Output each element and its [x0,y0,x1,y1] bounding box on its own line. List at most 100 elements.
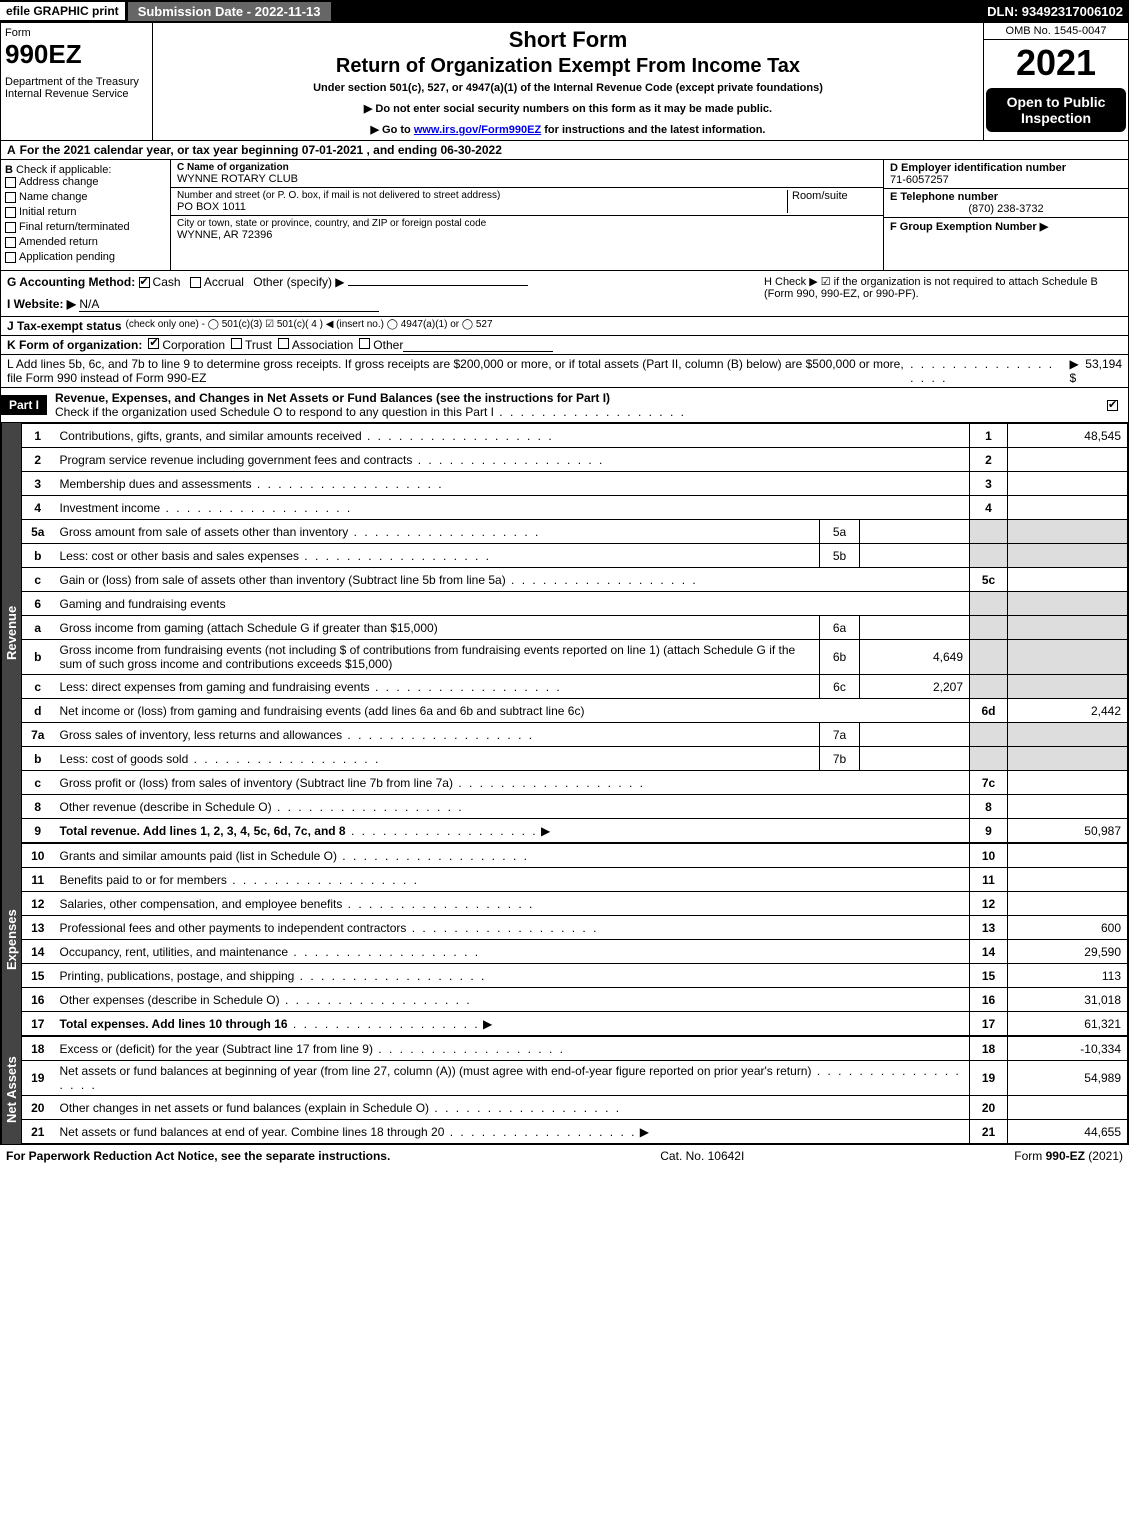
tel-row: E Telephone number (870) 238-3732 [884,189,1128,218]
corp-label: Corporation [162,338,225,352]
line-a-label: A [7,143,16,157]
city-row: City or town, state or province, country… [171,216,883,243]
table-row: aGross income from gaming (attach Schedu… [22,616,1128,640]
table-row: dNet income or (loss) from gaming and fu… [22,699,1128,723]
table-row: 18Excess or (deficit) for the year (Subt… [22,1037,1128,1061]
entity-block: B Check if applicable: Address change Na… [0,160,1129,271]
table-row: 15Printing, publications, postage, and s… [22,964,1128,988]
footer-right: Form 990-EZ (2021) [1014,1149,1123,1163]
group-row: F Group Exemption Number ▶ [884,218,1128,235]
website-value: N/A [79,297,99,311]
chk-initial-label: Initial return [19,206,76,218]
table-row: 1Contributions, gifts, grants, and simil… [22,424,1128,448]
note2-pre: ▶ Go to [371,124,414,136]
col-d: D Employer identification number 71-6057… [883,160,1128,270]
open-to-public: Open to Public Inspection [986,88,1126,132]
part1-label: Part I [1,395,47,415]
part1-title: Revenue, Expenses, and Changes in Net As… [55,388,1107,422]
table-row: bLess: cost or other basis and sales exp… [22,544,1128,568]
other-check[interactable] [359,338,370,349]
chk-name[interactable]: Name change [5,191,166,203]
footer-mid: Cat. No. 10642I [660,1149,744,1163]
expenses-side-label: Expenses [1,843,21,1036]
line-j: J Tax-exempt status (check only one) - ◯… [0,317,1129,336]
line-a: A For the 2021 calendar year, or tax yea… [0,141,1129,160]
expenses-table: 10Grants and similar amounts paid (list … [21,843,1128,1036]
table-row: 12Salaries, other compensation, and empl… [22,892,1128,916]
cash-label: Cash [153,275,181,289]
revenue-section: Revenue 1Contributions, gifts, grants, a… [0,423,1129,843]
table-row: 13Professional fees and other payments t… [22,916,1128,940]
note2-post: for instructions and the latest informat… [541,124,765,136]
col-b-heading: Check if applicable: [16,164,111,176]
netassets-side-label: Net Assets [1,1036,21,1144]
dots [910,357,1063,385]
other-blank[interactable] [348,285,528,286]
goto-note: ▶ Go to www.irs.gov/Form990EZ for instru… [157,123,979,136]
part1-title-text: Revenue, Expenses, and Changes in Net As… [55,391,610,405]
chk-address[interactable]: Address change [5,176,166,188]
table-row: 19Net assets or fund balances at beginni… [22,1061,1128,1096]
chk-pending[interactable]: Application pending [5,251,166,263]
chk-amended[interactable]: Amended return [5,236,166,248]
omb-number: OMB No. 1545-0047 [984,23,1128,40]
table-row: bLess: cost of goods sold7b [22,747,1128,771]
line-l-text: L Add lines 5b, 6c, and 7b to line 9 to … [7,357,910,385]
line-i-label: I Website: ▶ [7,297,76,311]
line-j-label: J Tax-exempt status [7,319,122,333]
assoc-check[interactable] [278,338,289,349]
corp-check[interactable] [148,338,159,349]
table-row: 6Gaming and fundraising events [22,592,1128,616]
table-row: 17Total expenses. Add lines 10 through 1… [22,1012,1128,1036]
chk-address-label: Address change [19,176,99,188]
form-subtitle: Under section 501(c), 527, or 4947(a)(1)… [157,82,979,94]
table-row: 3Membership dues and assessments3 [22,472,1128,496]
netassets-section: Net Assets 18Excess or (deficit) for the… [0,1036,1129,1145]
line-g-label: G Accounting Method: [7,275,135,289]
chk-name-label: Name change [19,191,88,203]
header-mid: Short Form Return of Organization Exempt… [153,23,983,140]
line-l: L Add lines 5b, 6c, and 7b to line 9 to … [0,355,1129,388]
trust-label: Trust [245,338,272,352]
dots [494,405,686,419]
part1-check-note: Check if the organization used Schedule … [55,405,494,419]
table-row: 7aGross sales of inventory, less returns… [22,723,1128,747]
table-row: cGross profit or (loss) from sales of in… [22,771,1128,795]
col-b: B Check if applicable: Address change Na… [1,160,171,270]
accrual-check[interactable] [190,277,201,288]
form-word: Form [5,27,148,39]
group-label: F Group Exemption Number ▶ [890,221,1048,233]
chk-pending-label: Application pending [19,251,115,263]
table-row: 14Occupancy, rent, utilities, and mainte… [22,940,1128,964]
chk-final[interactable]: Final return/terminated [5,221,166,233]
table-row: 16Other expenses (describe in Schedule O… [22,988,1128,1012]
table-row: 5aGross amount from sale of assets other… [22,520,1128,544]
irs-link[interactable]: www.irs.gov/Form990EZ [414,124,541,136]
tax-year: 2021 [984,40,1128,86]
footer: For Paperwork Reduction Act Notice, see … [0,1145,1129,1167]
revenue-table: 1Contributions, gifts, grants, and simil… [21,423,1128,843]
part1-checkbox[interactable] [1107,400,1118,411]
addr-row: Number and street (or P. O. box, if mail… [171,188,883,216]
form-title: Return of Organization Exempt From Incom… [157,55,979,78]
city-label: City or town, state or province, country… [177,218,877,229]
tel-value: (870) 238-3732 [890,203,1122,215]
cash-check[interactable] [139,277,150,288]
line-l-arrow: ▶ $ [1069,357,1085,385]
line-l-value: 53,194 [1085,357,1122,385]
expenses-section: Expenses 10Grants and similar amounts pa… [0,843,1129,1036]
netassets-table: 18Excess or (deficit) for the year (Subt… [21,1036,1128,1144]
part1-header: Part I Revenue, Expenses, and Changes in… [0,388,1129,423]
revenue-side-label: Revenue [1,423,21,843]
chk-initial[interactable]: Initial return [5,206,166,218]
table-row: 11Benefits paid to or for members11 [22,868,1128,892]
trust-check[interactable] [231,338,242,349]
addr-value: PO BOX 1011 [177,201,787,213]
line-k: K Form of organization: Corporation Trus… [0,336,1129,355]
form-number: 990EZ [5,39,148,70]
other-k-blank[interactable] [403,338,553,352]
form-header: Form 990EZ Department of the Treasury In… [0,22,1129,141]
line-a-text: For the 2021 calendar year, or tax year … [20,143,502,157]
short-form-title: Short Form [157,27,979,53]
line-j-text: (check only one) - ◯ 501(c)(3) ☑ 501(c)(… [126,319,493,333]
